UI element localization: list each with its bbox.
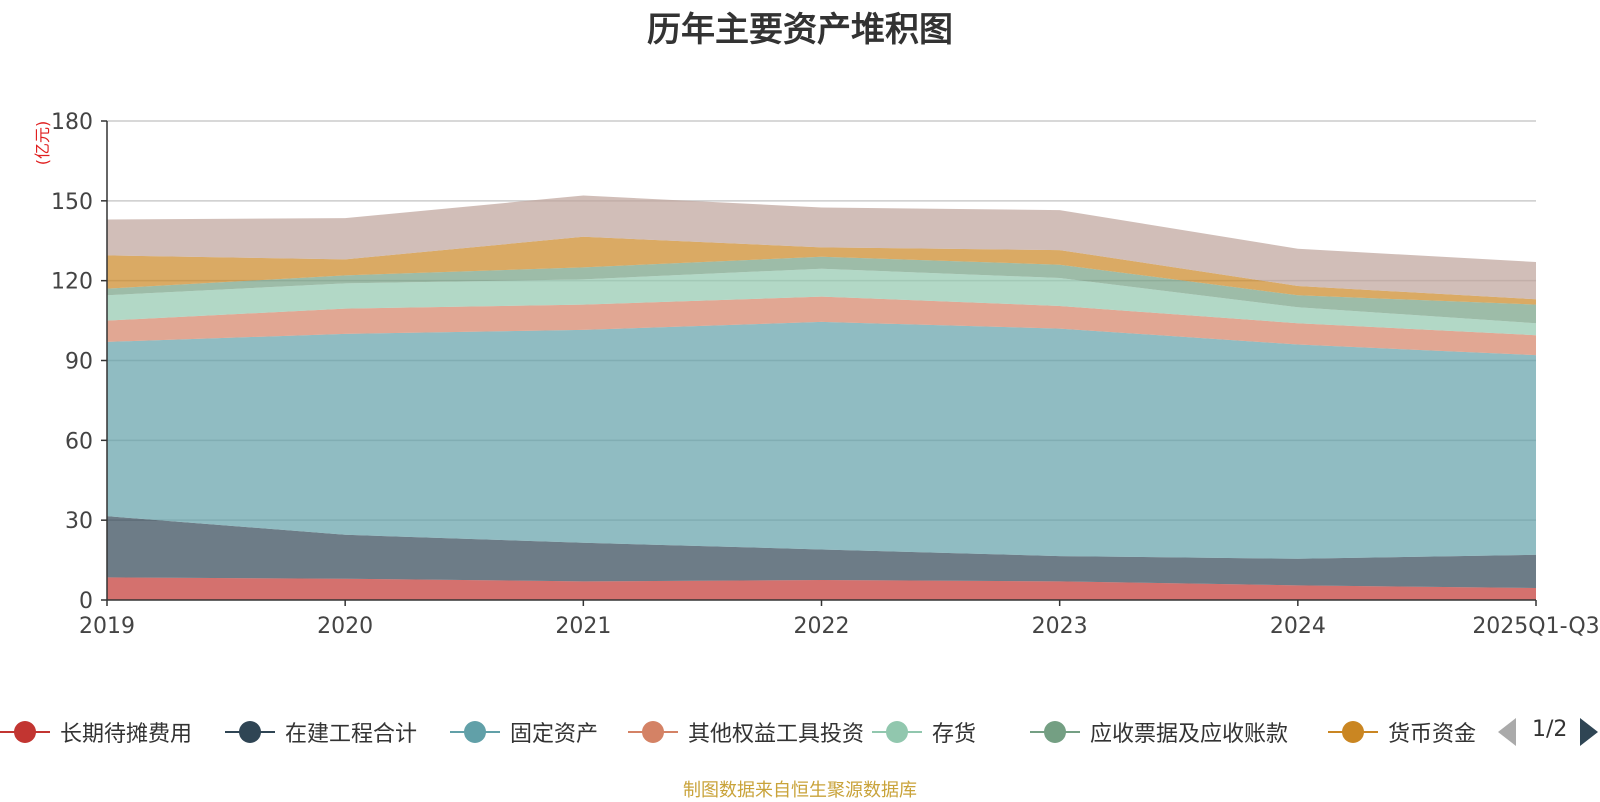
legend-next-page-icon[interactable] [1580, 718, 1598, 746]
legend-pager: 1/2 [1498, 714, 1600, 750]
chart-title: 历年主要资产堆积图 [647, 10, 953, 50]
legend-label: 存货 [932, 722, 977, 747]
area-series-7[interactable] [107, 195, 1536, 300]
legend-marker-icon [225, 714, 275, 750]
legend-label: 货币资金 [1388, 722, 1477, 747]
data-source-note: 制图数据来自恒生聚源数据库 [683, 780, 917, 801]
legend-item-6[interactable]: 货币资金 [1328, 714, 1476, 750]
x-axis-ticks: 2019 2020 2021 2022 2023 2024 2025Q1-Q3 [79, 600, 1600, 639]
y-tick-label: 120 [51, 270, 93, 295]
legend-label: 其他权益工具投资 [688, 722, 865, 747]
legend-item-0[interactable]: 长期待摊费用 [0, 714, 192, 750]
y-tick-label: 90 [65, 350, 93, 375]
legend-label: 固定资产 [510, 722, 599, 747]
x-tick-label: 2022 [794, 614, 850, 639]
legend-label: 应收票据及应收账款 [1090, 722, 1289, 747]
y-axis-label: (亿元) [33, 121, 52, 166]
x-tick-label: 2021 [555, 614, 611, 639]
x-tick-label: 2020 [317, 614, 373, 639]
x-tick-label: 2024 [1270, 614, 1326, 639]
y-axis-ticks: 0 30 60 90 120 150 180 [51, 110, 107, 614]
x-tick-label: 2023 [1032, 614, 1088, 639]
area-series-4[interactable] [107, 268, 1536, 336]
y-tick-label: 0 [79, 589, 93, 614]
area-series-3[interactable] [107, 296, 1536, 356]
legend-marker-icon [628, 714, 678, 750]
area-series-5[interactable] [107, 256, 1536, 324]
legend-item-5[interactable]: 应收票据及应收账款 [1030, 714, 1288, 750]
area-series-2[interactable] [107, 321, 1536, 559]
y-tick-label: 60 [65, 429, 93, 454]
legend-label: 在建工程合计 [285, 722, 418, 747]
stacked-areas [107, 195, 1536, 600]
legend-prev-page-icon[interactable] [1498, 718, 1516, 746]
y-tick-label: 150 [51, 190, 93, 215]
y-tick-label: 30 [65, 509, 93, 534]
area-series-0[interactable] [107, 577, 1536, 600]
legend-page-indicator: 1/2 [1532, 717, 1568, 742]
legend-marker-icon [1030, 714, 1080, 750]
legend-marker-icon [1328, 714, 1378, 750]
x-tick-label: 2019 [79, 614, 135, 639]
legend-label: 长期待摊费用 [60, 722, 193, 747]
area-series-6[interactable] [107, 236, 1536, 305]
legend-marker-icon [872, 714, 922, 750]
legend-item-1[interactable]: 在建工程合计 [225, 714, 417, 750]
legend-item-2[interactable]: 固定资产 [450, 714, 598, 750]
legend-item-3[interactable]: 其他权益工具投资 [628, 714, 864, 750]
legend-marker-icon [450, 714, 500, 750]
area-series-1[interactable] [107, 516, 1536, 589]
legend-item-4[interactable]: 存货 [872, 714, 976, 750]
legend-marker-icon [0, 714, 50, 750]
y-tick-label: 180 [51, 110, 93, 135]
x-tick-label: 2025Q1-Q3 [1472, 614, 1599, 639]
